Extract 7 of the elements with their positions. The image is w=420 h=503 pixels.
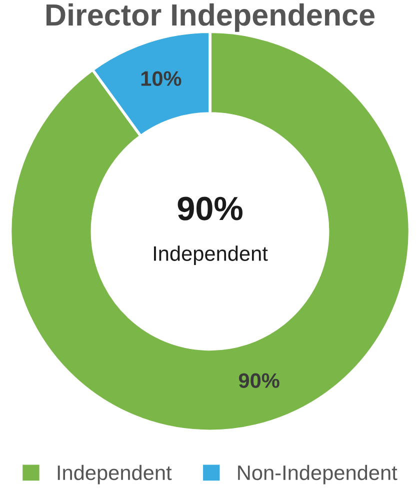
chart-title: Director Independence [46, 3, 375, 32]
data-label: 10% [141, 71, 182, 86]
text: 90% [178, 196, 242, 220]
legend-label: Non-Independent [238, 464, 398, 484]
data-label: 90% [238, 373, 280, 388]
text: Independent [154, 246, 268, 266]
legend-label: Independent [58, 464, 172, 484]
